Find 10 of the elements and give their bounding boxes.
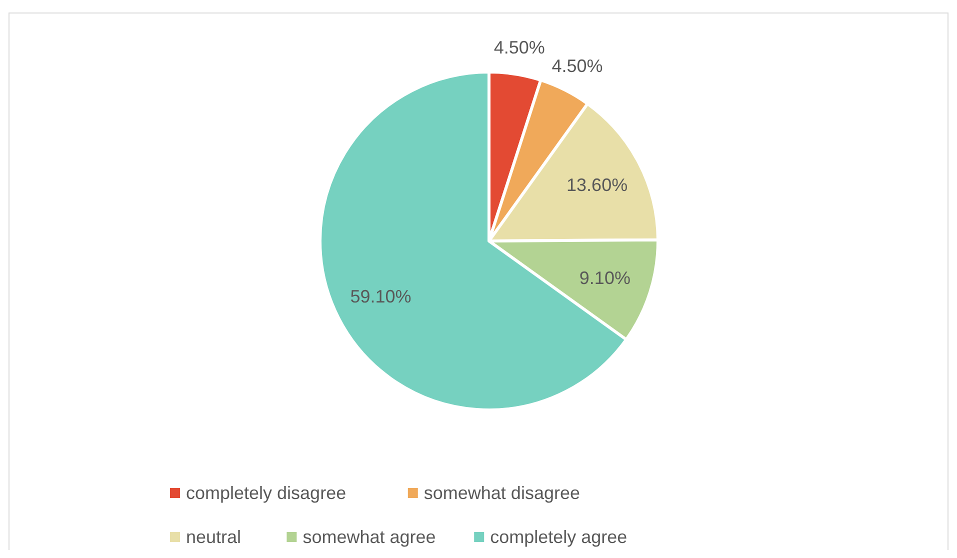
data-label: 9.10% bbox=[579, 268, 630, 288]
legend-label: somewhat disagree bbox=[424, 483, 580, 503]
legend-label: neutral bbox=[186, 527, 242, 547]
data-label: 4.50% bbox=[494, 37, 545, 58]
data-label: 4.50% bbox=[552, 56, 603, 76]
legend-label: somewhat agree bbox=[302, 527, 436, 547]
legend-label: completely agree bbox=[490, 527, 628, 547]
legend-label: completely disagree bbox=[186, 483, 346, 503]
data-label: 59.10% bbox=[350, 286, 412, 307]
data-label: 13.60% bbox=[566, 175, 628, 196]
